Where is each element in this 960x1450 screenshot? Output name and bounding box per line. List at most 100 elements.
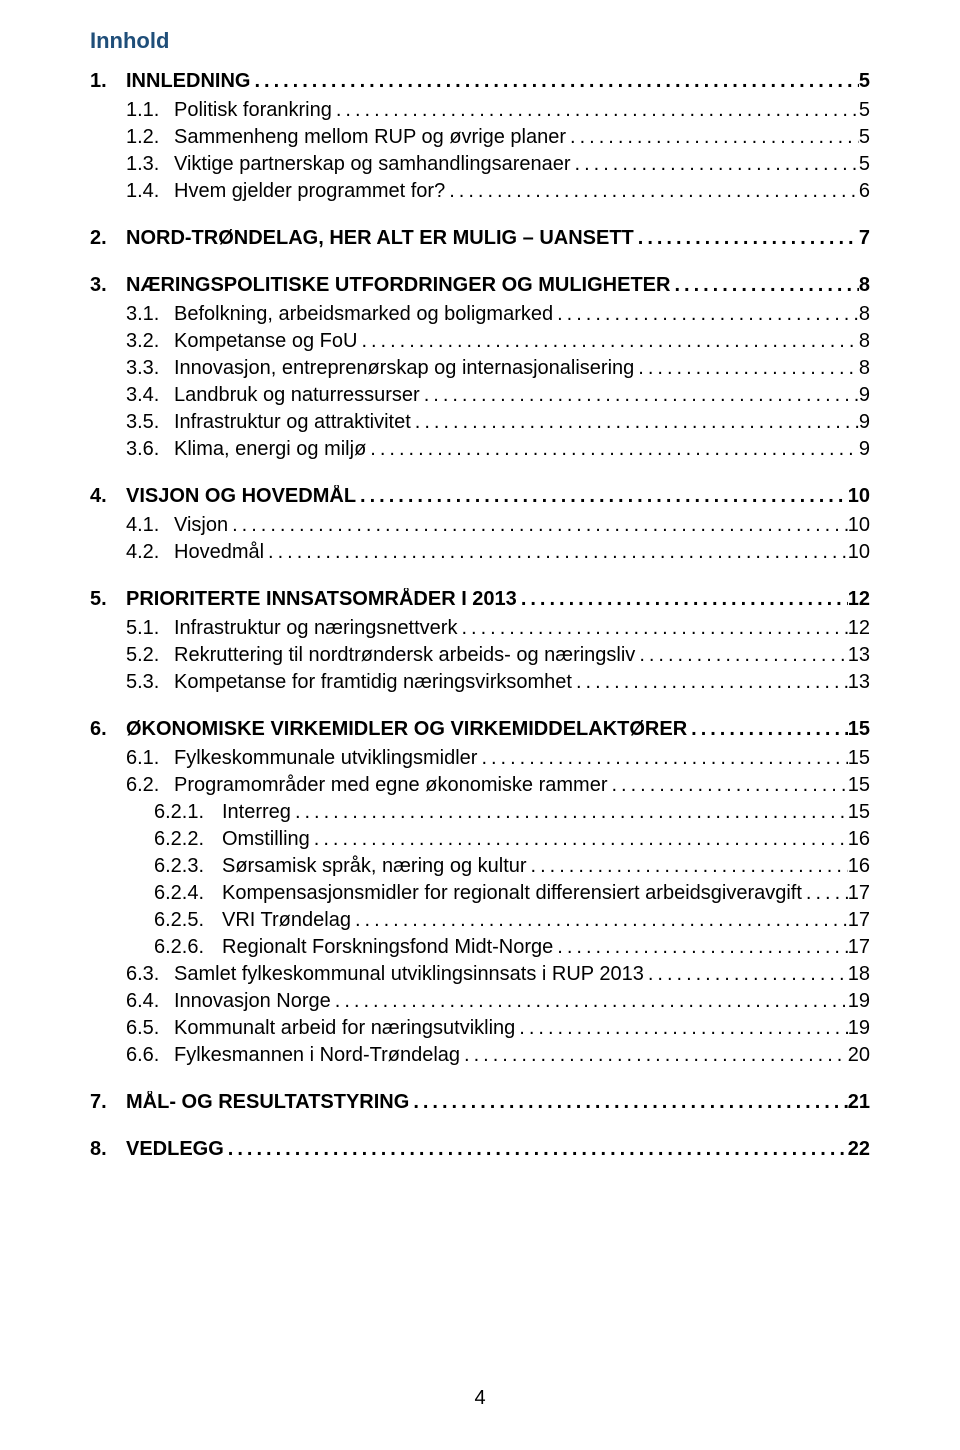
toc-entry[interactable]: 1.3.Viktige partnerskap og samhandlingsa…	[90, 153, 870, 176]
toc-entry[interactable]: 7.MÅL- OG RESULTATSTYRING 21	[90, 1091, 870, 1114]
toc-entry-label: 6.2.4.Kompensasjonsmidler for regionalt …	[154, 882, 802, 905]
toc-entry[interactable]: 6.2.1.Interreg 15	[90, 801, 870, 824]
toc-entry-label: 6.6.Fylkesmannen i Nord-Trøndelag	[126, 1044, 460, 1067]
toc-entry-title: NORD-TRØNDELAG, HER ALT ER MULIG – UANSE…	[126, 227, 634, 249]
toc-entry[interactable]: 4.VISJON OG HOVEDMÅL 10	[90, 485, 870, 508]
toc-entry-number: 3.5.	[126, 411, 174, 434]
toc-entry[interactable]: 6.2.3.Sørsamisk språk, næring og kultur …	[90, 855, 870, 878]
toc-entry-number: 1.1.	[126, 99, 174, 122]
toc-entry[interactable]: 5.3.Kompetanse for framtidig næringsvirk…	[90, 671, 870, 694]
toc-leader-dots	[553, 936, 847, 959]
toc-leader-dots	[351, 909, 848, 932]
toc-entry[interactable]: 6.4.Innovasjon Norge 19	[90, 990, 870, 1013]
toc-entry[interactable]: 6.6.Fylkesmannen i Nord-Trøndelag 20	[90, 1044, 870, 1067]
toc-entry-label: 6.2.3.Sørsamisk språk, næring og kultur	[154, 855, 527, 878]
toc-entry[interactable]: 1.INNLEDNING 5	[90, 70, 870, 93]
toc-entry[interactable]: 3.4.Landbruk og naturressurser 9	[90, 384, 870, 407]
toc-entry-number: 6.2.4.	[154, 882, 222, 905]
toc-entry-label: 7.MÅL- OG RESULTATSTYRING	[90, 1091, 409, 1114]
toc-leader-dots	[527, 855, 848, 878]
toc-leader-dots	[409, 1091, 847, 1114]
toc-entry-title: Kompetanse for framtidig næringsvirksomh…	[174, 671, 572, 693]
toc-entry[interactable]: 3.6.Klima, energi og miljø 9	[90, 438, 870, 461]
toc-entry[interactable]: 6.2.Programområder med egne økonomiske r…	[90, 774, 870, 797]
toc-entry[interactable]: 6.2.5.VRI Trøndelag 17	[90, 909, 870, 932]
toc-entry[interactable]: 5.PRIORITERTE INNSATSOMRÅDER I 2013 12	[90, 588, 870, 611]
toc-entry-page: 5	[859, 126, 870, 149]
toc-leader-dots	[411, 411, 859, 434]
toc-leader-dots	[357, 330, 858, 353]
toc-entry-label: 3.5.Infrastruktur og attraktivitet	[126, 411, 411, 434]
toc-entry-number: 6.2.	[126, 774, 174, 797]
toc-entry-label: 5.2.Rekruttering til nordtrøndersk arbei…	[126, 644, 635, 667]
toc-entry-number: 6.2.1.	[154, 801, 222, 824]
toc-entry-number: 1.4.	[126, 180, 174, 203]
toc-leader-dots	[515, 1017, 847, 1040]
toc-entry[interactable]: 6.5.Kommunalt arbeid for næringsutviklin…	[90, 1017, 870, 1040]
toc-entry-title: Samlet fylkeskommunal utviklingsinnsats …	[174, 963, 644, 985]
toc-entry-page: 10	[848, 541, 870, 564]
toc-entry[interactable]: 1.2.Sammenheng mellom RUP og øvrige plan…	[90, 126, 870, 149]
toc-entry[interactable]: 5.1.Infrastruktur og næringsnettverk 12	[90, 617, 870, 640]
toc-entry-number: 5.1.	[126, 617, 174, 640]
toc-entry-number: 7.	[90, 1091, 126, 1114]
toc-entry[interactable]: 4.1.Visjon 10	[90, 514, 870, 537]
toc-entry-page: 8	[859, 357, 870, 380]
toc-entry-title: Hvem gjelder programmet for?	[174, 180, 445, 202]
toc-entry-number: 2.	[90, 227, 126, 250]
toc-leader-dots	[264, 541, 848, 564]
toc-entry[interactable]: 5.2.Rekruttering til nordtrøndersk arbei…	[90, 644, 870, 667]
toc-entry-title: Infrastruktur og næringsnettverk	[174, 617, 457, 639]
toc-entry[interactable]: 3.1.Befolkning, arbeidsmarked og boligma…	[90, 303, 870, 326]
toc-entry-title: NÆRINGSPOLITISKE UTFORDRINGER OG MULIGHE…	[126, 274, 670, 296]
toc-entry[interactable]: 3.NÆRINGSPOLITISKE UTFORDRINGER OG MULIG…	[90, 274, 870, 297]
toc-entry[interactable]: 6.ØKONOMISKE VIRKEMIDLER OG VIRKEMIDDELA…	[90, 718, 870, 741]
toc-entry[interactable]: 3.5.Infrastruktur og attraktivitet 9	[90, 411, 870, 434]
toc-entry[interactable]: 6.1.Fylkeskommunale utviklingsmidler 15	[90, 747, 870, 770]
toc-entry[interactable]: 2.NORD-TRØNDELAG, HER ALT ER MULIG – UAN…	[90, 227, 870, 250]
toc-entry-number: 5.2.	[126, 644, 174, 667]
toc-entry[interactable]: 6.2.2.Omstilling 16	[90, 828, 870, 851]
toc-entry-number: 8.	[90, 1138, 126, 1161]
toc-entry[interactable]: 1.4.Hvem gjelder programmet for? 6	[90, 180, 870, 203]
toc-entry[interactable]: 4.2.Hovedmål 10	[90, 541, 870, 564]
toc-entry-number: 5.3.	[126, 671, 174, 694]
toc-entry-title: VISJON OG HOVEDMÅL	[126, 485, 356, 507]
toc-entry-label: 1.2.Sammenheng mellom RUP og øvrige plan…	[126, 126, 566, 149]
toc-entry-title: Regionalt Forskningsfond Midt-Norge	[222, 936, 553, 958]
toc-entry-label: 1.1.Politisk forankring	[126, 99, 332, 122]
toc-entry-title: Innovasjon Norge	[174, 990, 331, 1012]
toc-entry-page: 8	[859, 303, 870, 326]
toc-entry-page: 20	[848, 1044, 870, 1067]
toc-entry[interactable]: 6.2.6.Regionalt Forskningsfond Midt-Norg…	[90, 936, 870, 959]
toc-entry-label: 6.1.Fylkeskommunale utviklingsmidler	[126, 747, 477, 770]
toc-entry-number: 6.2.2.	[154, 828, 222, 851]
toc-entry-label: 3.4.Landbruk og naturressurser	[126, 384, 420, 407]
toc-entry-label: 4.VISJON OG HOVEDMÅL	[90, 485, 356, 508]
toc-leader-dots	[332, 99, 859, 122]
toc-entry[interactable]: 1.1.Politisk forankring 5	[90, 99, 870, 122]
toc-leader-dots	[250, 70, 858, 93]
toc-title: Innhold	[90, 28, 870, 54]
toc-leader-dots	[634, 357, 859, 380]
toc-entry-label: 6.2.2.Omstilling	[154, 828, 310, 851]
toc-entry[interactable]: 6.2.4.Kompensasjonsmidler for regionalt …	[90, 882, 870, 905]
toc-entry-number: 6.5.	[126, 1017, 174, 1040]
toc-entry-page: 21	[848, 1091, 870, 1114]
toc-entry-title: Fylkesmannen i Nord-Trøndelag	[174, 1044, 460, 1066]
toc-leader-dots	[477, 747, 847, 770]
toc-entry[interactable]: 3.2.Kompetanse og FoU 8	[90, 330, 870, 353]
toc-entry-label: 3.NÆRINGSPOLITISKE UTFORDRINGER OG MULIG…	[90, 274, 670, 297]
toc-entry[interactable]: 3.3.Innovasjon, entreprenørskap og inter…	[90, 357, 870, 380]
toc-entry[interactable]: 6.3.Samlet fylkeskommunal utviklingsinns…	[90, 963, 870, 986]
toc-entry-label: 5.PRIORITERTE INNSATSOMRÅDER I 2013	[90, 588, 517, 611]
toc-entry-title: Programområder med egne økonomiske ramme…	[174, 774, 608, 796]
toc-leader-dots	[644, 963, 848, 986]
toc-entry-title: Omstilling	[222, 828, 310, 850]
toc-entry-label: 1.INNLEDNING	[90, 70, 250, 93]
toc-entry-page: 16	[848, 828, 870, 851]
toc-entry-title: Hovedmål	[174, 541, 264, 563]
toc-entry[interactable]: 8.VEDLEGG 22	[90, 1138, 870, 1161]
toc-leader-dots	[331, 990, 848, 1013]
toc-entry-number: 6.2.6.	[154, 936, 222, 959]
